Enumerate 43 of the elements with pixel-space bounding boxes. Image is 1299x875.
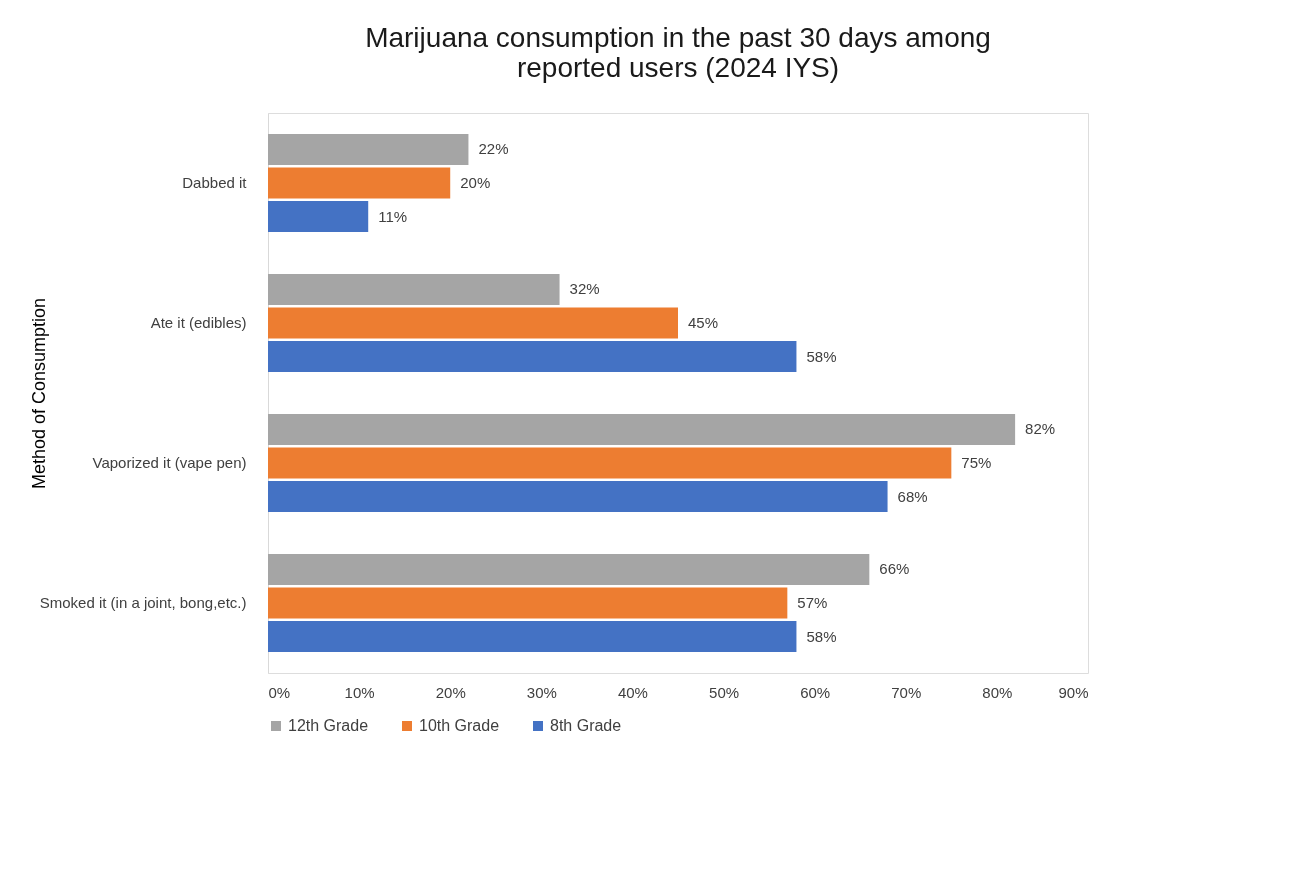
bar: [268, 447, 952, 479]
x-tick-label: 0%: [268, 683, 291, 701]
y-tick-label: Ate it (edibles): [150, 314, 247, 331]
data-label: 58%: [806, 347, 837, 365]
x-tick-label: 70%: [891, 683, 922, 701]
data-label: 45%: [688, 314, 719, 331]
x-tick-label: 80%: [982, 683, 1013, 701]
bar: [268, 274, 560, 305]
bar: [268, 134, 469, 165]
bar: [268, 307, 678, 339]
bar: [268, 341, 797, 372]
data-label: 32%: [569, 280, 600, 298]
y-tick-label: Vaporized it (vape pen): [92, 454, 247, 471]
data-label: 66%: [879, 560, 910, 578]
bar: [268, 167, 451, 199]
x-tick-label: 90%: [1058, 683, 1089, 701]
x-tick-label: 40%: [617, 683, 648, 701]
data-label: 58%: [806, 627, 837, 645]
bar: [268, 554, 870, 585]
chart-title: Marijuana consumption in the past 30 days among reported users (2024 IYS): [365, 22, 991, 83]
bar: [268, 414, 1016, 445]
data-label: 75%: [961, 454, 992, 471]
x-tick-label: 20%: [435, 683, 466, 701]
data-label: 22%: [478, 140, 509, 158]
data-label: 68%: [897, 487, 928, 505]
x-tick-label: 60%: [800, 683, 831, 701]
x-tick-label: 10%: [344, 683, 375, 701]
legend-label: 10th Grade: [419, 717, 500, 734]
legend-label: 12th Grade: [288, 717, 369, 734]
data-label: 20%: [460, 174, 491, 191]
bar: [268, 621, 797, 652]
x-tick-label: 30%: [526, 683, 557, 701]
y-axis-title: Method of Consumption: [28, 297, 49, 490]
data-label: 82%: [1025, 420, 1056, 438]
bar: [268, 201, 369, 232]
legend-label: 8th Grade: [550, 717, 622, 734]
bar: [268, 481, 888, 512]
data-label: 11%: [378, 207, 408, 225]
bar: [268, 587, 788, 619]
y-tick-label: Dabbed it: [182, 174, 248, 191]
x-tick-label: 50%: [709, 683, 740, 701]
y-tick-label: Smoked it (in a joint, bong,etc.): [39, 594, 247, 611]
data-label: 57%: [797, 594, 828, 611]
